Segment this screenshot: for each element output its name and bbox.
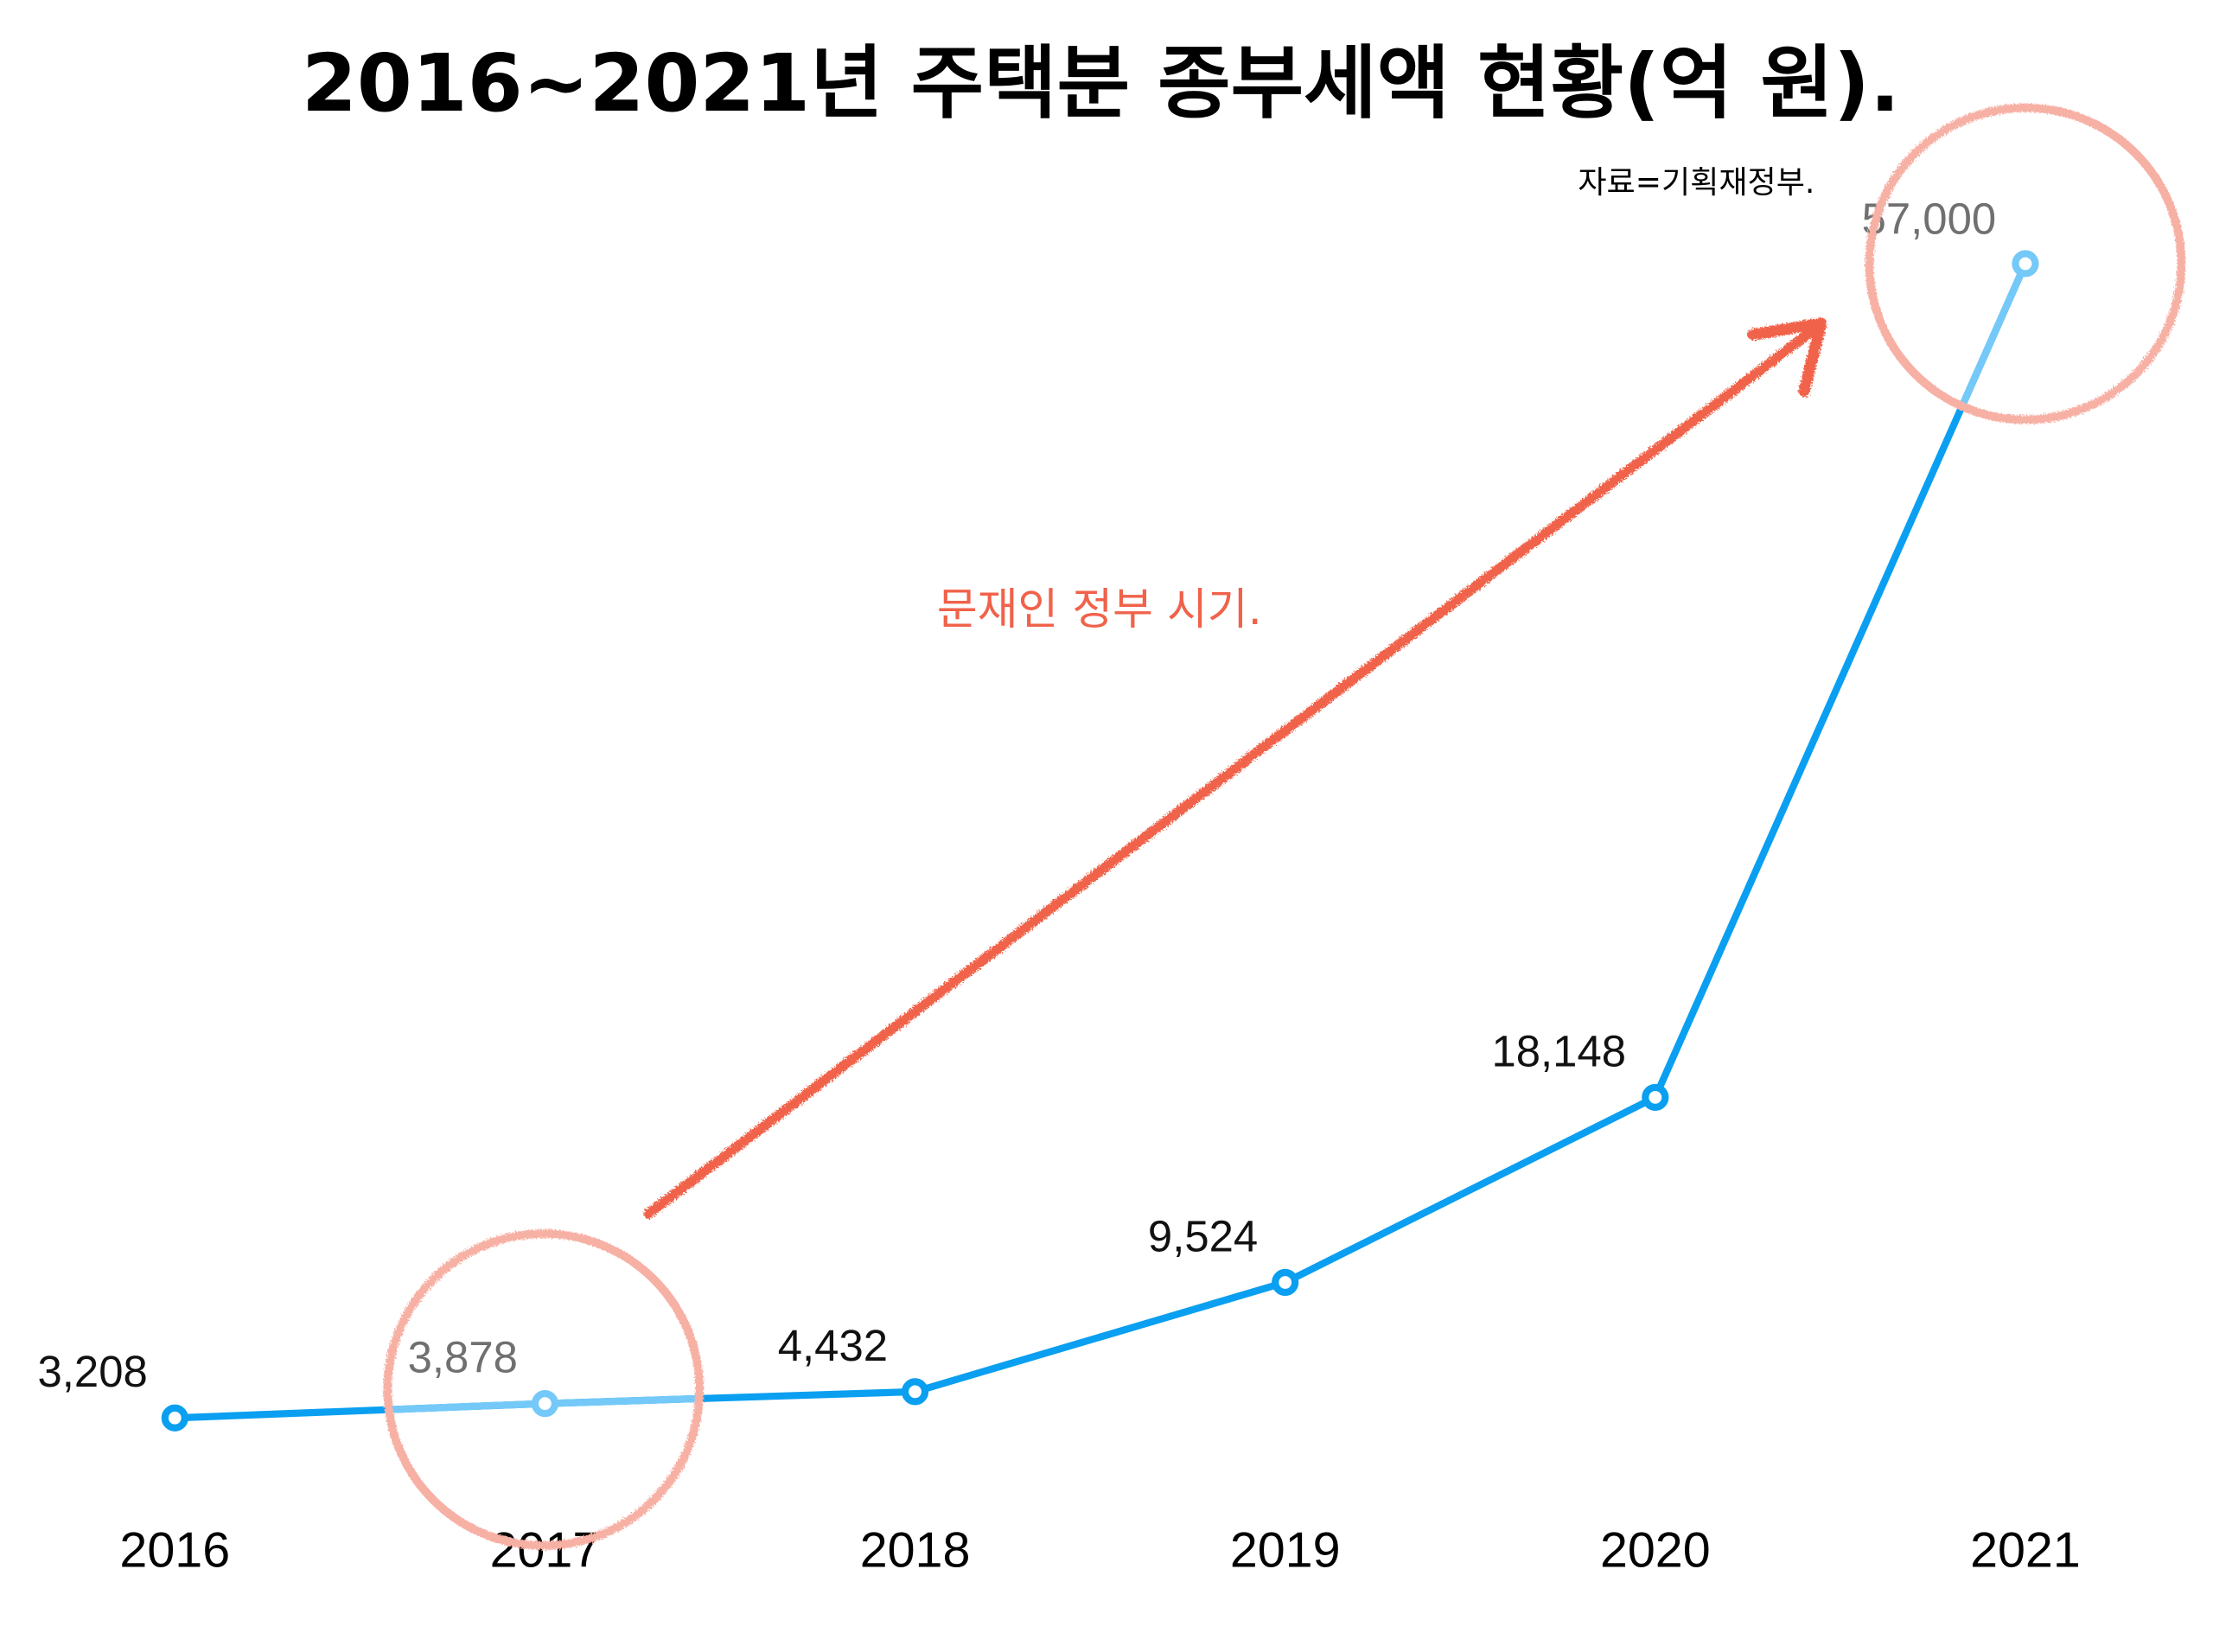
chart-title: 2016~2021년 주택분 종부세액 현황(억 원). [302,37,1900,130]
highlight-circle-2021 [1865,103,2186,424]
trend-arrow-shaft [643,321,1824,1219]
x-tick-2021: 2021 [1970,1523,2081,1579]
chart-marks [161,250,2039,1432]
trend-arrow-head [1747,317,1827,398]
data-label-2019: 9,524 [1148,1211,1258,1260]
x-tick-2017: 2017 [490,1523,601,1579]
data-label-2016: 3,208 [38,1347,148,1396]
data-label-2017: 3,878 [408,1333,518,1382]
data-point-2016 [161,1404,188,1432]
data-label-2018: 4,432 [778,1321,888,1370]
data-label-2020: 18,148 [1492,1026,1627,1075]
highlight-circle-2017 [383,1229,705,1550]
series-line-highlight [385,262,2029,1422]
data-point-2021 [2012,250,2039,277]
x-tick-2018: 2018 [860,1523,971,1579]
series-line [175,262,2029,1422]
data-point-2018 [901,1378,929,1406]
trend-arrow [643,317,1827,1219]
annotation-text: 문재인 정부 시기. [937,584,1262,635]
data-point-2020 [1642,1083,1669,1111]
source-note: 자료=기획재정부. [1578,164,1814,201]
x-tick-2020: 2020 [1600,1523,1711,1579]
x-tick-2016: 2016 [119,1523,230,1579]
x-axis: 2016 2017 2018 2019 2020 2021 [119,1523,2080,1579]
data-point-2019 [1272,1268,1299,1297]
data-point-2017 [531,1390,559,1418]
x-tick-2019: 2019 [1230,1523,1341,1579]
